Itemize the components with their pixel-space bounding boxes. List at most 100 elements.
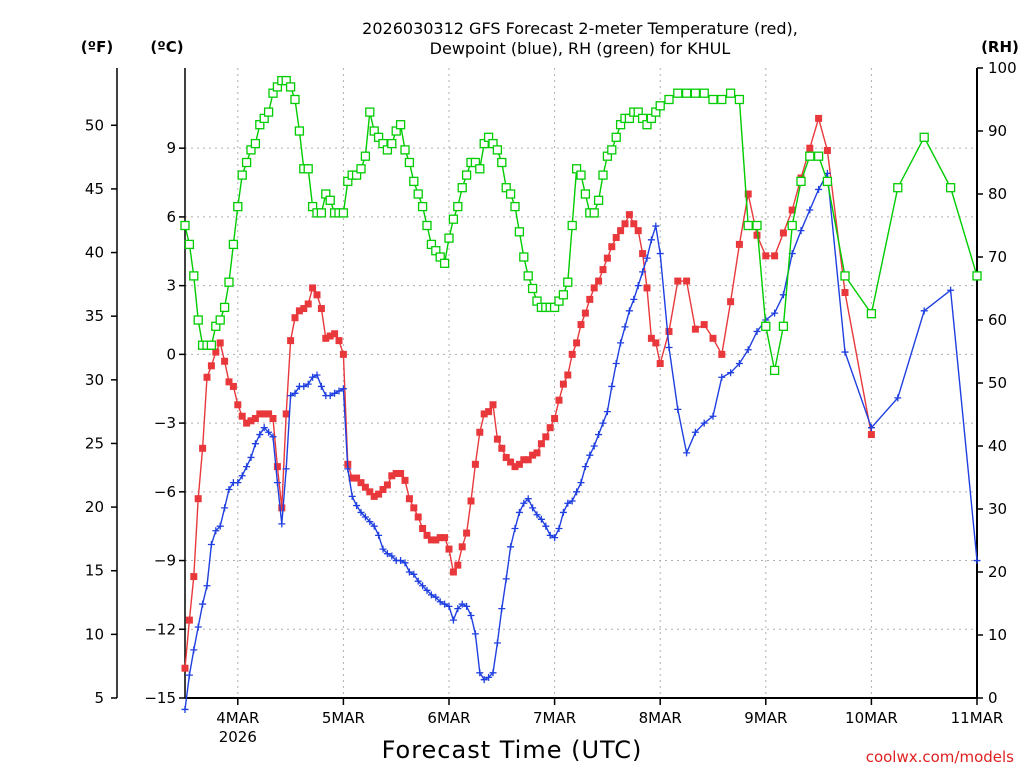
dewpoint-point (423, 586, 431, 594)
temperature-point (735, 240, 743, 248)
relative-humidity-point (805, 151, 815, 161)
temperature-point (357, 479, 365, 487)
x-tick-label: 8MAR (639, 709, 682, 727)
temperature-point (234, 401, 242, 409)
temperature-point (441, 534, 449, 542)
temperature-point (256, 410, 264, 418)
temperature-point (458, 543, 466, 551)
temperature-point (823, 146, 831, 154)
temperature-point (546, 424, 554, 432)
dewpoint-point (674, 405, 682, 413)
temperature-point (273, 463, 281, 471)
rh-unit-label: (RH) (981, 38, 1019, 56)
dewpoint-point (353, 502, 361, 510)
temperature-point (348, 474, 356, 482)
dewpoint-point (744, 346, 752, 354)
dewpoint-point (216, 522, 224, 530)
temperature-point (630, 220, 638, 228)
rh-tick-label: 70 (988, 248, 1007, 266)
temperature-point (568, 350, 576, 358)
series-plot-area (180, 75, 982, 713)
dewpoint-point (269, 433, 277, 441)
temperature-point (806, 144, 814, 152)
temperature-point (779, 229, 787, 237)
relative-humidity-point (778, 321, 789, 331)
dewpoint-point (304, 380, 312, 388)
temperature-point (282, 410, 290, 418)
rh-tick-label: 40 (988, 437, 1007, 455)
credit-text: coolwx.com/models (866, 748, 1014, 766)
dewpoint-point (397, 557, 405, 565)
dewpoint-point (700, 419, 708, 427)
dewpoint-point (287, 392, 295, 400)
dewpoint-point (841, 348, 849, 356)
celsius-tick-label: −15 (144, 689, 176, 707)
dewpoint-point (524, 495, 532, 503)
dewpoint-point (300, 382, 308, 390)
dewpoint-point (612, 360, 620, 368)
dewpoint-point (379, 545, 387, 553)
temperature-point (203, 373, 211, 381)
dewpoint-point (401, 559, 409, 567)
fahrenheit-tick-label: 35 (85, 307, 104, 325)
dewpoint-point (480, 676, 488, 684)
temperature-point (621, 220, 629, 228)
temperature-point (608, 243, 616, 251)
dewpoint-point (419, 582, 427, 590)
relative-humidity-point (457, 183, 467, 193)
temperature-point (265, 410, 273, 418)
temperature-point (634, 227, 642, 235)
relative-humidity-point (611, 132, 621, 142)
temperature-point (551, 415, 559, 423)
dewpoint-point (454, 605, 462, 613)
temperature-point (295, 307, 303, 315)
temperature-point (322, 334, 330, 342)
temperature-point (247, 417, 255, 425)
dewpoint-point (313, 371, 321, 379)
x-tick-label: 11MAR (951, 709, 1004, 727)
temperature-point (674, 277, 682, 285)
relative-humidity-point (250, 138, 261, 149)
rh-tick-label: 20 (988, 563, 1007, 581)
x-tick-label: 9MAR (744, 709, 787, 727)
dewpoint-point (256, 431, 264, 439)
x-axis-label: Forecast Time (UTC) (382, 736, 643, 764)
temperature-point (595, 277, 603, 285)
celsius-tick-label: −3 (154, 414, 176, 432)
dewpoint-point (920, 307, 928, 315)
dewpoint-point (410, 570, 418, 578)
dewpoint-point (652, 222, 660, 230)
dewpoint-point (375, 531, 383, 539)
relative-humidity-point (840, 271, 850, 281)
dewpoint-point (973, 557, 981, 565)
dewpoint-point (621, 323, 629, 331)
fahrenheit-tick-label: 15 (85, 562, 104, 580)
dewpoint-point (718, 373, 726, 381)
dewpoint-point (441, 600, 449, 608)
relative-humidity-point (607, 145, 617, 155)
celsius-tick-label: 9 (166, 139, 176, 157)
dewpoint-point (867, 424, 875, 432)
temperature-point (300, 305, 308, 313)
rh-tick-label: 80 (988, 185, 1007, 203)
dewpoint-point (194, 623, 202, 631)
temperature-point (511, 463, 519, 471)
relative-humidity-point (972, 271, 982, 281)
temperature-point (229, 382, 237, 390)
relative-humidity-point (743, 220, 753, 231)
temperature-point (366, 488, 374, 496)
temperature-point (212, 348, 220, 356)
temperature-point (533, 449, 541, 457)
fahrenheit-tick-label: 10 (85, 625, 104, 643)
dewpoint-point (643, 254, 651, 262)
temperature-point (260, 410, 268, 418)
dewpoint-point (691, 428, 699, 436)
relative-humidity-point (356, 164, 366, 174)
dewpoint-point (190, 646, 198, 654)
relative-humidity-point (193, 315, 203, 325)
dewpoint-point (815, 185, 823, 193)
dewpoint-point (630, 295, 638, 303)
temperature-point (656, 360, 664, 368)
temperature-point (216, 339, 224, 347)
